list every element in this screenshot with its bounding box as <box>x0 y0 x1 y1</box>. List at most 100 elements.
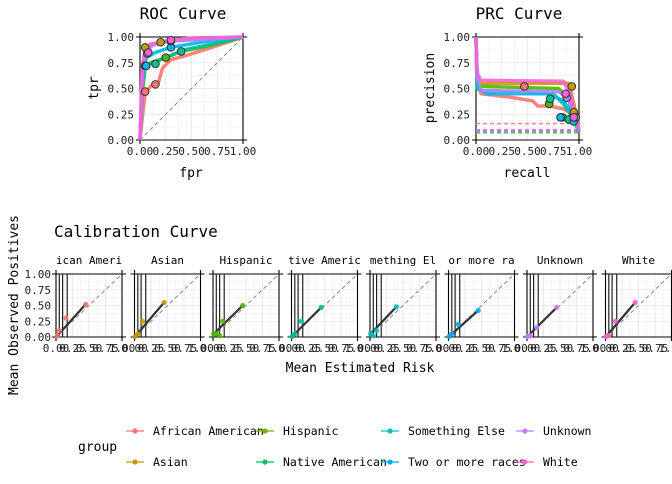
roc-y-label: tpr <box>87 76 102 100</box>
calibration-y-tick-label: 0.25 <box>25 315 52 328</box>
facet-x-tick-label: 0.25 <box>59 342 86 355</box>
legend-item: Something Else <box>381 424 505 438</box>
facet-point <box>56 328 62 334</box>
calibration-y-tick-label: 0.75 <box>25 284 52 297</box>
facet-reference-line <box>605 273 672 338</box>
facet-x-tick-label: 0.25 <box>295 342 322 355</box>
roc-title: ROC Curve <box>140 4 227 23</box>
calibration-facets: ican Ameri0.000.250.500.751.00Asian0.000… <box>43 254 672 355</box>
roc-x-tick-label: 0.75 <box>204 145 231 158</box>
roc-series-marker <box>141 61 151 71</box>
facet-point <box>455 321 461 327</box>
legend-label: Unknown <box>543 424 591 438</box>
calibration-facet: Asian 0.000.250.500.751.00 <box>121 254 214 355</box>
facet-x-tick-label: 1.00 <box>658 342 672 355</box>
facet-x-tick-label: 0.50 <box>390 342 417 355</box>
facet-strip-label: ican Ameri <box>56 254 122 267</box>
facet-x-tick-label: 0.00 <box>514 342 541 355</box>
facet-point <box>370 333 376 339</box>
prc-x-tick-label: 0.00 <box>463 145 490 158</box>
facet-x-tick-label: 0.50 <box>311 342 338 355</box>
facet-x-tick-label: 0.75 <box>563 342 590 355</box>
legend-item: African American <box>126 424 264 438</box>
prc-x-label: recall <box>504 166 551 181</box>
facet-point <box>217 333 223 339</box>
prc-y-tick-label: 0.75 <box>444 57 471 70</box>
facet-point <box>54 333 60 339</box>
roc-x-tick-label: 0.50 <box>178 145 205 158</box>
facet-fit-line <box>448 309 479 338</box>
prc-series-marker <box>556 113 565 122</box>
facet-x-tick-label: 0.75 <box>328 342 355 355</box>
prc-y-tick-label: 1.00 <box>444 31 471 44</box>
facet-strip-label: Asian <box>151 254 184 267</box>
roc-y-tick-label: 1.00 <box>108 31 135 44</box>
calibration-facet: mething El 0.000.250.500.751.00 <box>357 254 450 355</box>
prc-y-tick-label: 0.50 <box>444 83 471 96</box>
prc-series-marker <box>561 89 570 98</box>
facet-x-tick-label: 0.25 <box>452 342 479 355</box>
calibration-facet: Hispanic 0.000.250.500.751.00 <box>200 254 293 355</box>
legend-label: Asian <box>153 455 188 469</box>
facet-x-tick-label: 0.00 <box>43 342 70 355</box>
legend-items: African American Asian Hispanic Native Amer… <box>126 424 591 469</box>
roc-series-marker <box>161 53 171 62</box>
calibration-y-tick-label: 0.00 <box>25 331 52 344</box>
legend-key-point <box>262 428 268 434</box>
prc-x-tick-label: 0.75 <box>540 145 567 158</box>
facet-x-tick-label: 0.75 <box>485 342 512 355</box>
calibration-x-label: Mean Estimated Risk <box>286 361 435 376</box>
facet-x-tick-label: 1.00 <box>501 342 528 355</box>
legend-key-point <box>522 428 528 434</box>
roc-x-tick-label: 0.25 <box>153 145 180 158</box>
roc-series-marker <box>151 59 160 69</box>
facet-strip-label: tive Americ <box>288 254 361 267</box>
facet-x-tick-label: 1.00 <box>187 342 214 355</box>
facet-x-tick-label: 0.50 <box>468 342 495 355</box>
facet-strip-label: White <box>622 254 655 267</box>
roc-series-marker <box>151 80 160 89</box>
facet-fit-line <box>605 301 637 338</box>
facet-reference-line <box>369 273 437 338</box>
legend-label: African American <box>153 424 264 438</box>
legend-item: Two or more races <box>381 455 526 469</box>
prc-x-tick-label: 0.25 <box>489 145 516 158</box>
facet-point <box>632 299 638 305</box>
facet-x-tick-label: 0.75 <box>406 342 433 355</box>
facet-point <box>554 304 560 310</box>
facet-point <box>475 307 481 314</box>
facet-x-tick-label: 1.00 <box>580 342 607 355</box>
facet-x-tick-label: 0.75 <box>171 342 198 355</box>
facet-x-tick-label: 0.00 <box>121 342 148 355</box>
calibration-y-tick-label: 0.50 <box>25 300 52 313</box>
facet-point <box>318 304 324 310</box>
facet-point <box>606 333 612 339</box>
legend: group African American Asian Hispanic Nativ… <box>78 424 591 469</box>
prc-series <box>474 36 581 134</box>
facet-x-tick-label: 0.25 <box>373 342 400 355</box>
facet-x-tick-label: 0.00 <box>278 342 305 355</box>
legend-key-point <box>262 459 268 465</box>
legend-item: White <box>516 455 578 469</box>
calibration-facet: or more ra 0.000.250.500.751.00 <box>435 254 528 355</box>
legend-label: Native American <box>283 455 387 469</box>
roc-x-label: fpr <box>179 166 203 181</box>
facet-point <box>83 301 89 307</box>
prc-series-marker <box>569 113 579 122</box>
calibration-facet: tive Americ 0.000.250.500.751.00 <box>278 254 371 355</box>
facet-x-tick-label: 1.00 <box>109 342 136 355</box>
legend-item: Native American <box>256 455 387 469</box>
roc-series <box>138 35 244 141</box>
facet-x-tick-label: 0.50 <box>76 342 103 355</box>
facet-x-tick-label: 0.75 <box>642 342 669 355</box>
facet-point <box>139 318 146 324</box>
facet-point <box>374 328 380 334</box>
prc-chart: PRC Curve recall precision 0.00 0.25 0.50 0… <box>423 4 592 181</box>
roc-chart: ROC Curve fpr tpr 0.00 0.25 0.50 0.75 1.000.… <box>87 4 256 181</box>
roc-y-tick-label: 0.25 <box>108 108 135 121</box>
facet-x-tick-label: 0.50 <box>625 342 652 355</box>
facet-point <box>534 324 540 331</box>
facet-fit-line <box>526 306 558 338</box>
facet-reference-line <box>212 273 280 338</box>
